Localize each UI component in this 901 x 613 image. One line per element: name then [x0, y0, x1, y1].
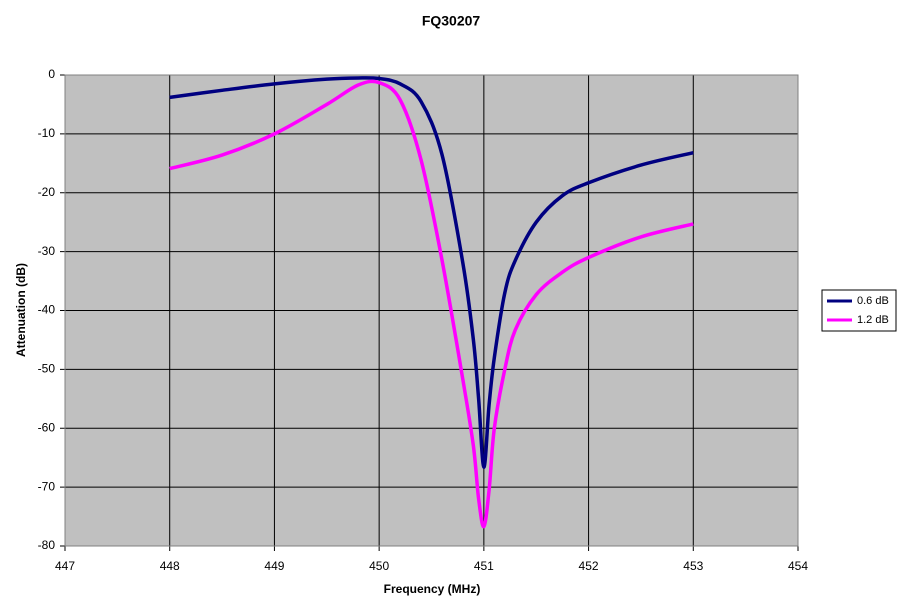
series-line — [169, 79, 694, 529]
x-axis-label: Frequency (MHz) — [384, 582, 481, 596]
x-tick-label: 452 — [579, 559, 599, 573]
x-tick-label: 451 — [474, 559, 494, 573]
chart-title: FQ30207 — [422, 13, 481, 29]
y-tick-label: -30 — [38, 244, 56, 258]
x-tick-label: 450 — [369, 559, 389, 573]
y-tick-label: -80 — [38, 538, 56, 552]
legend-label: 0.6 dB — [857, 295, 889, 307]
x-tick-label: 454 — [788, 559, 808, 573]
x-tick-label: 449 — [264, 559, 284, 573]
x-tick-label: 447 — [55, 559, 75, 573]
y-axis-label: Attenuation (dB) — [14, 263, 28, 357]
y-tick-label: -20 — [38, 185, 56, 199]
y-tick-label: -70 — [38, 479, 56, 493]
y-tick-label: -60 — [38, 420, 56, 434]
legend-label: 1.2 dB — [857, 314, 889, 326]
series-line — [169, 76, 694, 469]
x-tick-label: 453 — [683, 559, 703, 573]
y-tick-label: -10 — [38, 126, 56, 140]
y-tick-label: -40 — [38, 303, 56, 317]
plot-border — [64, 74, 799, 547]
y-tick-label: -50 — [38, 362, 56, 376]
legend: 0.6 dB 1.2 dB — [821, 289, 897, 332]
legend-box — [821, 289, 897, 332]
y-tick-label: 0 — [48, 67, 55, 81]
x-tick-label: 448 — [160, 559, 180, 573]
